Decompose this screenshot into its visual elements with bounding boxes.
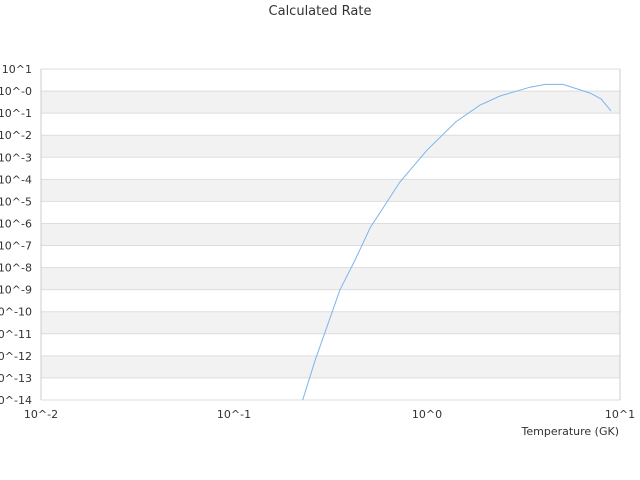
x-tick-label: 10^0: [412, 408, 442, 421]
y-tick-label: 10^-3: [0, 151, 32, 164]
chart-title: Calculated Rate: [268, 4, 372, 19]
grid-bands: [40, 68, 621, 401]
y-tick-label: 10^-12: [0, 350, 32, 363]
series-layer: [302, 83, 612, 401]
series-line: [302, 83, 612, 401]
y-tick-label: 10^-10: [0, 306, 32, 319]
grid-band: [41, 311, 620, 334]
y-tick-label: 10^-9: [0, 284, 32, 297]
y-tick-label: 10^-6: [0, 217, 32, 230]
y-tick-label: 10^-11: [0, 328, 32, 341]
y-tick-label: 10^-2: [0, 129, 32, 142]
grid-band: [41, 91, 620, 114]
x-tick-label: 10^-2: [24, 408, 58, 421]
y-tick-label: 10^-0: [0, 85, 32, 98]
y-axis: 10^1 10^-0 10^-1 10^-2 10^-3 10^-4 10^-5 10^-6 1…: [0, 63, 32, 407]
grid-band: [41, 223, 620, 246]
y-tick-label: 10^-7: [0, 240, 32, 253]
x-axis-label: Temperature (GK): [521, 425, 620, 438]
y-tick-label: 10^-1: [0, 107, 32, 120]
x-tick-label: 10^-1: [217, 408, 251, 421]
y-tick-label: 10^-13: [0, 372, 32, 385]
grid-band: [41, 267, 620, 290]
grid-band: [41, 355, 620, 378]
y-tick-label: 10^-8: [0, 262, 32, 275]
x-axis: 10^-2 10^-1 10^0 10^1: [24, 408, 635, 421]
y-tick-label: 10^-14: [0, 394, 32, 407]
y-tick-label: 10^-5: [0, 195, 32, 208]
x-tick-label: 10^1: [605, 408, 635, 421]
y-tick-label: 10^1: [2, 63, 32, 76]
y-tick-label: 10^-4: [0, 173, 32, 186]
grid-band: [41, 135, 620, 158]
grid-band: [41, 179, 620, 202]
